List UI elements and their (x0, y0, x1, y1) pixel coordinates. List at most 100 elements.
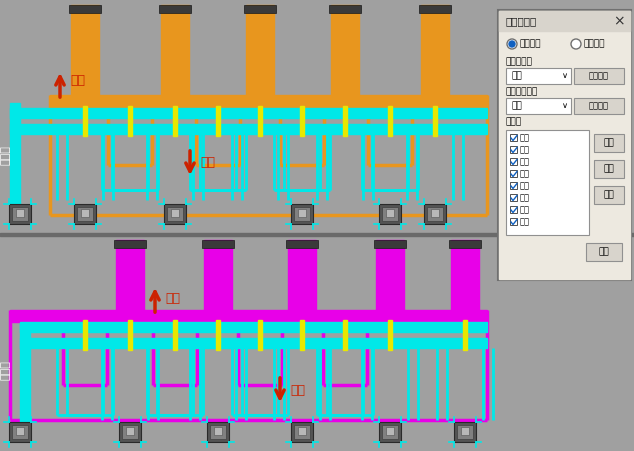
Circle shape (509, 41, 515, 47)
Bar (119, 422, 141, 442)
Bar (10, 103, 20, 218)
Bar (69, 5, 101, 13)
Bar (510, 206, 517, 213)
Bar (510, 146, 517, 153)
Text: 阀门: 阀门 (520, 170, 530, 179)
Bar (463, 320, 467, 350)
Text: 图面拾取: 图面拾取 (589, 101, 609, 110)
Bar (379, 204, 401, 224)
Bar (258, 320, 262, 350)
Text: 法兰: 法兰 (520, 146, 530, 155)
Bar (594, 160, 624, 178)
Bar (374, 240, 406, 248)
Bar (300, 106, 304, 136)
Bar (382, 207, 398, 221)
Bar (12, 207, 28, 221)
Bar (126, 427, 134, 435)
Text: 排风: 排风 (200, 156, 215, 169)
Bar (210, 425, 226, 439)
Bar (386, 427, 394, 435)
Bar (376, 240, 404, 311)
Bar (16, 427, 24, 435)
Bar (431, 209, 439, 217)
Text: 全空: 全空 (604, 165, 614, 174)
Bar (173, 106, 177, 136)
Bar (294, 207, 310, 221)
Bar (424, 204, 446, 224)
Bar (499, 11, 630, 279)
Bar (10, 108, 487, 118)
Bar (298, 209, 306, 217)
Text: 标注: 标注 (520, 181, 530, 190)
Bar (291, 422, 313, 442)
Bar (128, 320, 132, 350)
Bar (506, 68, 571, 84)
Bar (382, 425, 398, 439)
Bar (50, 95, 487, 108)
Bar (171, 209, 179, 217)
Bar (161, 5, 189, 96)
Bar (71, 5, 99, 96)
Text: 图面拾取: 图面拾取 (589, 72, 609, 80)
Bar (506, 130, 589, 235)
Bar (594, 134, 624, 152)
Text: 转换后: 转换后 (1, 360, 11, 380)
Bar (214, 427, 222, 435)
Text: 风口: 风口 (520, 157, 530, 166)
Text: 选择目标对象: 选择目标对象 (506, 87, 538, 97)
Bar (83, 320, 87, 350)
Bar (427, 207, 443, 221)
Bar (173, 320, 177, 350)
Bar (77, 207, 93, 221)
Text: 回风: 回风 (290, 383, 305, 396)
Bar (294, 425, 310, 439)
Bar (386, 209, 394, 217)
Bar (498, 10, 631, 280)
Bar (574, 98, 624, 114)
Bar (122, 425, 138, 439)
Text: 全选: 全选 (604, 138, 614, 147)
Bar (0, 233, 634, 236)
Bar (457, 425, 473, 439)
Bar (207, 422, 229, 442)
Bar (9, 422, 31, 442)
Circle shape (571, 39, 581, 49)
Text: 送风: 送风 (70, 74, 85, 87)
Text: 风系统转换: 风系统转换 (506, 16, 537, 26)
Bar (116, 240, 144, 311)
Bar (449, 240, 481, 248)
Bar (506, 98, 571, 114)
Text: 反选: 反选 (604, 190, 614, 199)
Bar (298, 427, 306, 435)
Bar (510, 218, 517, 225)
Bar (216, 106, 220, 136)
Bar (16, 209, 24, 217)
Text: 排风: 排风 (511, 72, 522, 80)
Text: 转换前: 转换前 (1, 145, 11, 165)
Bar (10, 124, 487, 134)
Bar (20, 317, 30, 427)
Bar (510, 194, 517, 201)
Bar (510, 182, 517, 189)
Text: 送风: 送风 (165, 291, 180, 304)
Bar (258, 106, 262, 136)
Text: 选择源对象: 选择源对象 (506, 57, 533, 66)
Text: ∨: ∨ (562, 101, 568, 110)
Bar (454, 422, 476, 442)
Bar (246, 5, 274, 96)
Bar (164, 204, 186, 224)
Bar (388, 106, 392, 136)
Bar (329, 5, 361, 13)
Text: ×: × (613, 14, 625, 28)
Bar (343, 106, 347, 136)
Bar (74, 204, 96, 224)
Bar (433, 106, 437, 136)
Bar (81, 209, 89, 217)
Bar (419, 5, 451, 13)
Bar (286, 240, 318, 248)
Bar (421, 5, 449, 96)
Bar (586, 243, 622, 261)
Bar (574, 68, 624, 84)
Text: 填充: 填充 (520, 217, 530, 226)
Text: 回风: 回风 (511, 101, 522, 110)
